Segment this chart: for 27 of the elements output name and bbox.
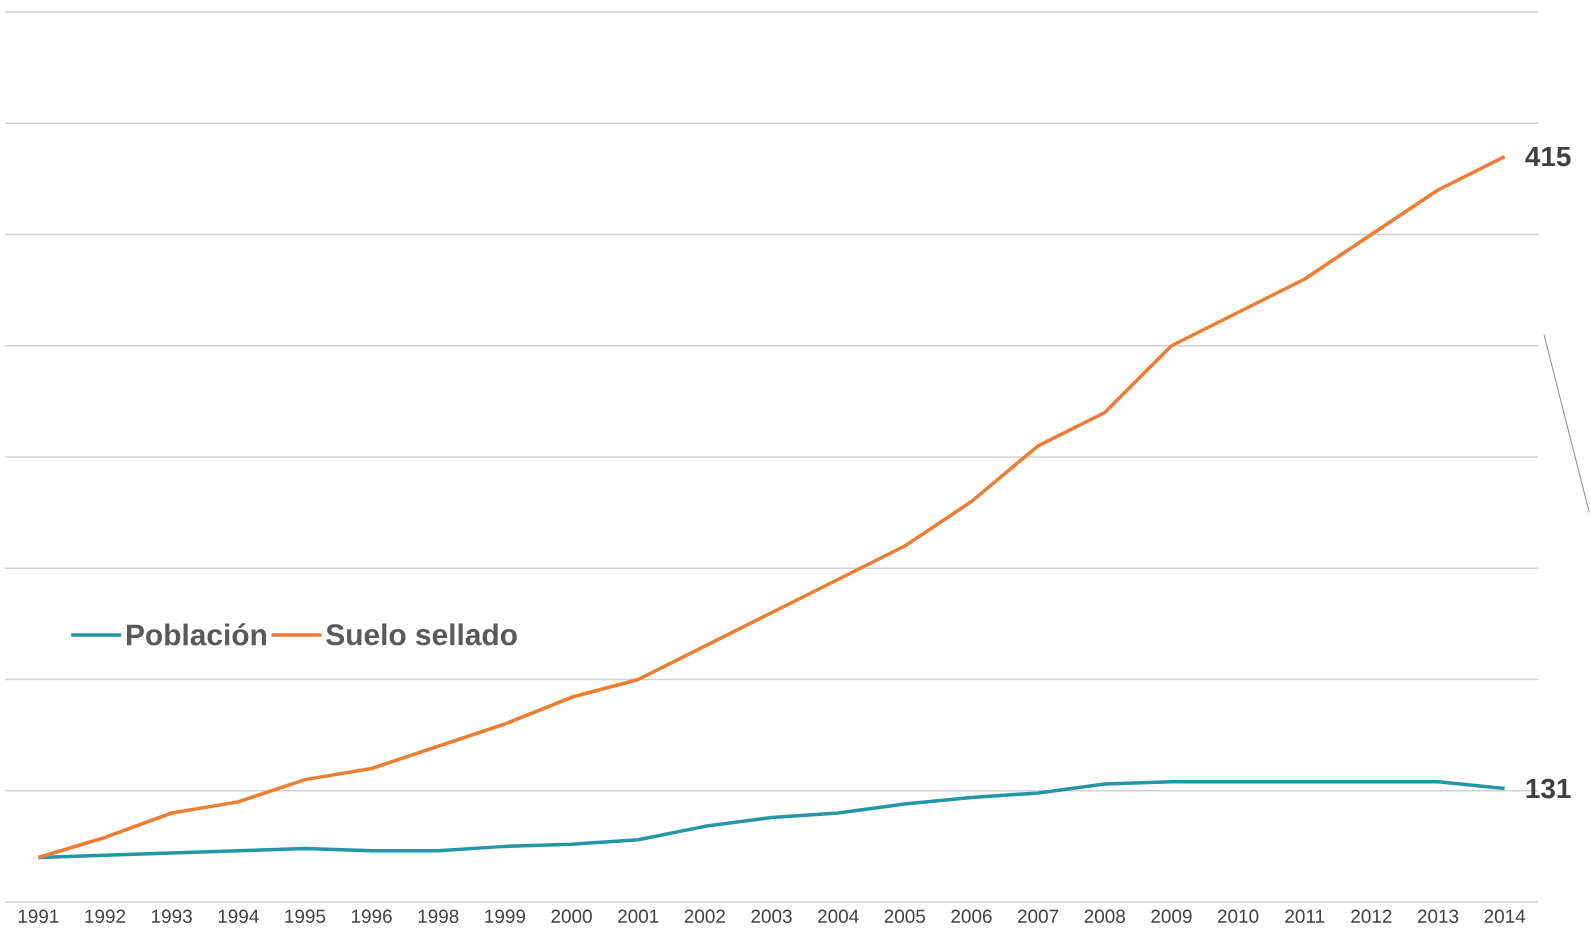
x-tick-label: 1996 — [351, 909, 392, 923]
x-tick-label: 2004 — [818, 909, 859, 923]
x-tick-label: 1999 — [485, 909, 526, 923]
x-tick-label: 1998 — [418, 909, 459, 923]
x-tick-label: 2002 — [684, 909, 725, 923]
x-tick-label: 1995 — [285, 909, 326, 923]
x-tick-label: 2011 — [1285, 909, 1325, 923]
x-tick-label: 2007 — [1018, 909, 1059, 923]
legend-label: Población — [126, 623, 266, 646]
x-tick-label: 2013 — [1417, 909, 1459, 923]
data-label: 415 — [1525, 146, 1571, 167]
x-tick-label: 2006 — [951, 909, 992, 923]
legend-label: Suelo sellado — [326, 623, 517, 646]
x-tick-label: 2014 — [1484, 909, 1526, 923]
x-tick-label: 2008 — [1084, 909, 1125, 923]
x-tick-label: 2001 — [618, 909, 659, 923]
x-tick-label: 2000 — [551, 909, 592, 923]
x-tick-label: 2010 — [1217, 909, 1259, 923]
data-label: 131 — [1526, 778, 1571, 799]
x-tick-label: 2009 — [1151, 909, 1192, 923]
x-tick-label: 2005 — [884, 909, 926, 923]
x-tick-label: 1993 — [152, 909, 192, 923]
x-tick-label: 2012 — [1351, 909, 1392, 923]
x-tick-label: 1992 — [85, 909, 126, 923]
x-tick-label: 2003 — [751, 909, 792, 923]
x-tick-label: 1991 — [18, 909, 59, 923]
x-tick-label: 1994 — [218, 909, 259, 923]
